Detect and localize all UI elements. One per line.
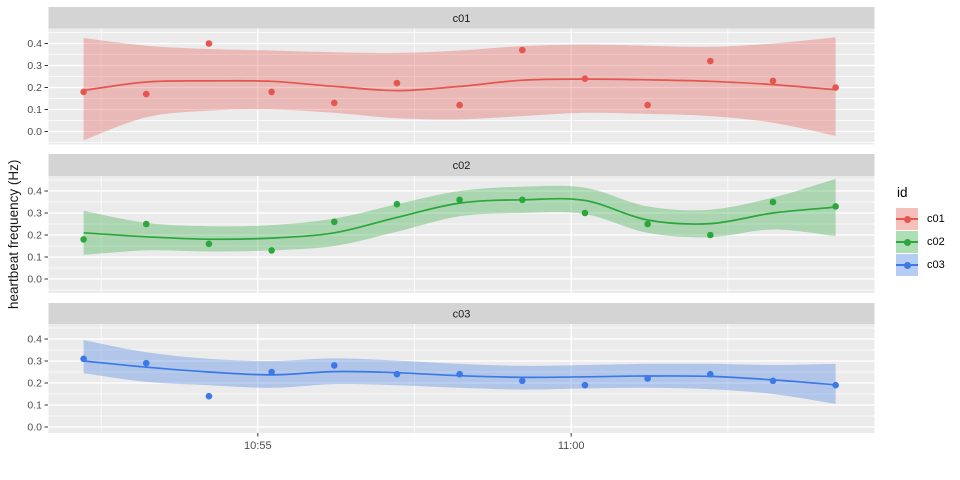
data-point (330, 218, 338, 226)
y-tick-label: 0.4 (27, 334, 42, 346)
data-point (142, 359, 150, 367)
data-point (769, 77, 777, 85)
data-point (393, 370, 401, 378)
legend-key-swatch-c03 (896, 254, 918, 276)
data-point (769, 198, 777, 206)
panel-background (48, 324, 875, 433)
facet-strip-label: c03 (453, 309, 471, 321)
data-point (707, 370, 714, 378)
facet-strip-label: c02 (453, 160, 471, 172)
legend-label-c01: c01 (927, 213, 945, 225)
data-point (518, 377, 526, 385)
smooth-confidence-ribbon (83, 178, 836, 255)
y-tick-label: 0.3 (27, 208, 42, 220)
legend-label-c03: c03 (927, 259, 945, 271)
data-point (456, 370, 463, 378)
data-point (644, 220, 651, 228)
data-point (581, 381, 589, 389)
data-point (832, 203, 839, 210)
y-tick-label: 0.4 (27, 38, 42, 50)
legend-entry-c02: c02 (896, 231, 945, 253)
data-point (142, 90, 150, 98)
y-tick-label: 0.1 (27, 252, 42, 264)
data-point (581, 75, 589, 82)
smooth-confidence-ribbon (83, 37, 836, 141)
data-point (456, 101, 463, 109)
data-point (518, 46, 526, 54)
y-tick-label: 0.1 (27, 400, 42, 412)
data-point (330, 362, 338, 369)
data-point (268, 88, 275, 96)
legend: id c01 c02 c03 (896, 185, 945, 277)
data-point (832, 84, 839, 91)
y-tick-label: 0.2 (27, 82, 42, 94)
legend-label-c02: c02 (927, 236, 945, 248)
data-point (268, 368, 275, 376)
y-tick-label: 0.1 (27, 104, 42, 116)
data-point (268, 247, 275, 254)
data-point (707, 57, 714, 65)
data-point (205, 240, 213, 248)
smooth-line (83, 78, 836, 92)
legend-entry-c01: c01 (896, 208, 945, 230)
data-point (769, 377, 777, 385)
data-point (80, 236, 87, 243)
legend-title: id (897, 185, 908, 200)
y-tick-label: 0.3 (27, 60, 42, 72)
data-point (205, 40, 213, 47)
data-point (644, 101, 651, 109)
data-point (456, 196, 463, 204)
data-point (707, 231, 714, 239)
data-point (205, 392, 213, 400)
data-point (518, 196, 526, 204)
legend-key-dot (904, 261, 911, 269)
facet-strip (48, 154, 875, 176)
x-tick-label: 11:00 (558, 440, 585, 452)
y-tick-label: 0.0 (27, 422, 42, 434)
facet-strip (48, 303, 875, 324)
y-tick-label: 0.2 (27, 230, 42, 242)
y-tick-label: 0.0 (27, 126, 42, 138)
data-point (393, 79, 401, 87)
facet-strip (48, 7, 875, 29)
legend-entry-c03: c03 (896, 254, 945, 276)
data-point (80, 355, 87, 363)
data-point (581, 209, 589, 217)
legend-key-dot (904, 215, 911, 223)
facet-strip-label: c01 (453, 13, 471, 25)
legend-key-swatch-c01 (896, 208, 918, 230)
data-point (393, 200, 401, 208)
y-axis-label: heartbeat frequency (Hz) (6, 159, 21, 309)
y-tick-label: 0.2 (27, 378, 42, 390)
data-point (80, 88, 87, 96)
data-point (832, 381, 839, 389)
y-tick-label: 0.0 (27, 274, 42, 286)
y-tick-label: 0.3 (27, 356, 42, 368)
smooth-line (83, 197, 836, 241)
data-point (330, 99, 338, 107)
y-tick-label: 0.4 (27, 186, 42, 198)
data-point (644, 375, 651, 382)
legend-key-swatch-c02 (896, 231, 918, 253)
data-point (142, 220, 150, 228)
x-tick-label: 10:55 (244, 440, 272, 452)
legend-key-dot (904, 238, 911, 246)
